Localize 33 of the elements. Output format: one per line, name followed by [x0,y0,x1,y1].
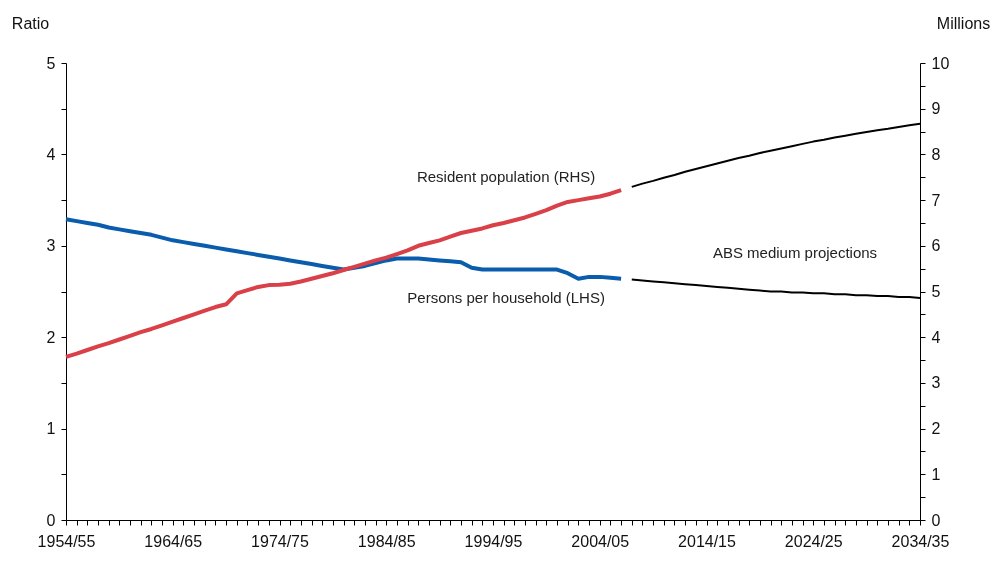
y2-tick-label: 4 [931,328,941,346]
x-tick-label: 2024/25 [784,532,843,550]
y2-tick-label: 1 [931,465,941,483]
y2-axis-title: Millions [936,14,991,32]
x-tick-label: 1954/55 [37,532,96,550]
y2-tick-label: 0 [931,511,941,529]
x-tick-label: 1974/75 [251,532,310,550]
x-tick-label: 2034/35 [891,532,950,550]
x-tick-label: 2004/05 [571,532,630,550]
x-tick-label: 1984/85 [357,532,416,550]
series-label: Persons per household (LHS) [407,288,605,306]
y2-tick-label: 10 [931,54,950,72]
line-series [64,188,624,359]
y-tick-label: 5 [46,54,56,72]
y-tick-label: 0 [46,511,56,529]
y2-tick-label: 2 [931,420,941,438]
x-tick-label: 1964/65 [144,532,203,550]
y2-tick-label: 6 [931,237,941,255]
x-tick-label: 1994/95 [464,532,523,550]
y-tick-label: 1 [46,420,56,438]
y2-tick-label: 7 [931,191,941,209]
y-axis-title: Ratio [11,14,50,32]
y2-tick-label: 8 [931,145,941,163]
y2-tick-label: 5 [931,283,941,300]
y-tick-label: 4 [46,145,56,163]
x-tick-label: 2014/15 [678,532,737,550]
annotation: ABS medium projections [712,244,878,261]
y-tick-label: 3 [46,237,56,255]
y2-tick-label: 9 [931,100,941,118]
y-tick-label: 2 [46,328,56,346]
series-label: Resident population (RHS) [416,168,596,186]
line-series [64,217,624,281]
y2-tick-label: 3 [931,374,941,392]
